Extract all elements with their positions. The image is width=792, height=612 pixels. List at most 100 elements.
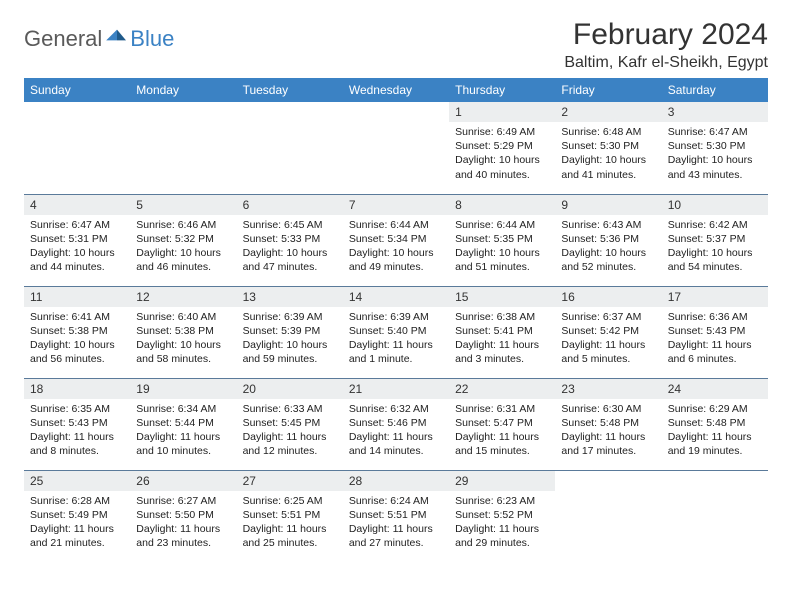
calendar-page: General Blue February 2024 Baltim, Kafr …: [0, 0, 792, 580]
sunrise-line: Sunrise: 6:28 AM: [30, 494, 124, 508]
day-cell: 27Sunrise: 6:25 AMSunset: 5:51 PMDayligh…: [237, 470, 343, 562]
day-details: Sunrise: 6:29 AMSunset: 5:48 PMDaylight:…: [662, 399, 768, 465]
day-cell: 6Sunrise: 6:45 AMSunset: 5:33 PMDaylight…: [237, 194, 343, 286]
sunrise-line: Sunrise: 6:36 AM: [668, 310, 762, 324]
sunrise-label: Sunrise:: [561, 126, 602, 138]
sunset-value: 5:46 PM: [387, 417, 426, 429]
day-number: 21: [343, 379, 449, 399]
day-number: 14: [343, 287, 449, 307]
sunrise-line: Sunrise: 6:35 AM: [30, 402, 124, 416]
week-row: 1Sunrise: 6:49 AMSunset: 5:29 PMDaylight…: [24, 102, 768, 194]
sunset-value: 5:43 PM: [69, 417, 108, 429]
sunrise-value: 6:40 AM: [178, 311, 217, 323]
sunset-value: 5:41 PM: [494, 325, 533, 337]
day-number: 28: [343, 471, 449, 491]
day-details: Sunrise: 6:35 AMSunset: 5:43 PMDaylight:…: [24, 399, 130, 465]
sunrise-line: Sunrise: 6:31 AM: [455, 402, 549, 416]
sunset-label: Sunset:: [561, 140, 600, 152]
daylight-line: Daylight: 10 hours and 41 minutes.: [561, 153, 655, 181]
daylight-label: Daylight:: [455, 431, 499, 443]
day-details: Sunrise: 6:40 AMSunset: 5:38 PMDaylight:…: [130, 307, 236, 373]
daylight-line: Daylight: 10 hours and 40 minutes.: [455, 153, 549, 181]
sunrise-label: Sunrise:: [668, 403, 709, 415]
day-cell: 12Sunrise: 6:40 AMSunset: 5:38 PMDayligh…: [130, 286, 236, 378]
sunset-line: Sunset: 5:46 PM: [349, 416, 443, 430]
sunrise-line: Sunrise: 6:32 AM: [349, 402, 443, 416]
day-details: Sunrise: 6:49 AMSunset: 5:29 PMDaylight:…: [449, 122, 555, 188]
sunrise-value: 6:47 AM: [709, 126, 748, 138]
brand-part2: Blue: [130, 26, 174, 52]
sunset-label: Sunset:: [136, 417, 175, 429]
sunrise-line: Sunrise: 6:39 AM: [349, 310, 443, 324]
sunrise-line: Sunrise: 6:48 AM: [561, 125, 655, 139]
sunset-label: Sunset:: [561, 325, 600, 337]
brand-mark-icon: [106, 26, 128, 44]
sunset-line: Sunset: 5:38 PM: [136, 324, 230, 338]
day-number: 27: [237, 471, 343, 491]
sunset-line: Sunset: 5:31 PM: [30, 232, 124, 246]
day-number: 11: [24, 287, 130, 307]
sunrise-line: Sunrise: 6:29 AM: [668, 402, 762, 416]
location-text: Baltim, Kafr el-Sheikh, Egypt: [564, 54, 768, 72]
daylight-label: Daylight:: [561, 339, 605, 351]
day-details: Sunrise: 6:41 AMSunset: 5:38 PMDaylight:…: [24, 307, 130, 373]
sunset-value: 5:50 PM: [175, 509, 214, 521]
daylight-label: Daylight:: [668, 339, 712, 351]
sunrise-value: 6:38 AM: [497, 311, 536, 323]
daylight-line: Daylight: 11 hours and 23 minutes.: [136, 522, 230, 550]
week-row: 4Sunrise: 6:47 AMSunset: 5:31 PMDaylight…: [24, 194, 768, 286]
sunset-label: Sunset:: [30, 509, 69, 521]
day-cell: 4Sunrise: 6:47 AMSunset: 5:31 PMDaylight…: [24, 194, 130, 286]
sunset-label: Sunset:: [455, 325, 494, 337]
day-cell: 22Sunrise: 6:31 AMSunset: 5:47 PMDayligh…: [449, 378, 555, 470]
calendar-table: SundayMondayTuesdayWednesdayThursdayFrid…: [24, 78, 768, 562]
sunrise-label: Sunrise:: [455, 403, 496, 415]
daylight-line: Daylight: 10 hours and 58 minutes.: [136, 338, 230, 366]
sunset-label: Sunset:: [30, 233, 69, 245]
day-number: 2: [555, 102, 661, 122]
day-number: 3: [662, 102, 768, 122]
empty-day-cell: [24, 102, 130, 194]
sunset-value: 5:36 PM: [600, 233, 639, 245]
daylight-line: Daylight: 11 hours and 27 minutes.: [349, 522, 443, 550]
sunset-label: Sunset:: [136, 325, 175, 337]
daylight-label: Daylight:: [243, 247, 287, 259]
sunset-line: Sunset: 5:48 PM: [561, 416, 655, 430]
sunrise-line: Sunrise: 6:49 AM: [455, 125, 549, 139]
day-cell: 21Sunrise: 6:32 AMSunset: 5:46 PMDayligh…: [343, 378, 449, 470]
brand-logo: General Blue: [24, 18, 174, 52]
day-number: 29: [449, 471, 555, 491]
daylight-line: Daylight: 10 hours and 44 minutes.: [30, 246, 124, 274]
week-row: 18Sunrise: 6:35 AMSunset: 5:43 PMDayligh…: [24, 378, 768, 470]
day-cell: 1Sunrise: 6:49 AMSunset: 5:29 PMDaylight…: [449, 102, 555, 194]
sunset-line: Sunset: 5:30 PM: [668, 139, 762, 153]
daylight-label: Daylight:: [243, 523, 287, 535]
sunrise-value: 6:46 AM: [178, 219, 217, 231]
sunset-line: Sunset: 5:29 PM: [455, 139, 549, 153]
sunset-line: Sunset: 5:30 PM: [561, 139, 655, 153]
day-number: 12: [130, 287, 236, 307]
day-details: Sunrise: 6:44 AMSunset: 5:35 PMDaylight:…: [449, 215, 555, 281]
sunrise-value: 6:35 AM: [71, 403, 110, 415]
sunrise-line: Sunrise: 6:44 AM: [455, 218, 549, 232]
day-cell: 16Sunrise: 6:37 AMSunset: 5:42 PMDayligh…: [555, 286, 661, 378]
sunset-value: 5:37 PM: [706, 233, 745, 245]
sunset-label: Sunset:: [349, 509, 388, 521]
day-number: 24: [662, 379, 768, 399]
sunset-line: Sunset: 5:47 PM: [455, 416, 549, 430]
sunrise-value: 6:45 AM: [284, 219, 323, 231]
day-number: 23: [555, 379, 661, 399]
sunrise-line: Sunrise: 6:40 AM: [136, 310, 230, 324]
sunset-line: Sunset: 5:45 PM: [243, 416, 337, 430]
sunrise-value: 6:48 AM: [603, 126, 642, 138]
sunset-line: Sunset: 5:39 PM: [243, 324, 337, 338]
sunrise-line: Sunrise: 6:34 AM: [136, 402, 230, 416]
sunset-label: Sunset:: [243, 233, 282, 245]
day-number: 13: [237, 287, 343, 307]
sunrise-label: Sunrise:: [136, 403, 177, 415]
daylight-line: Daylight: 10 hours and 52 minutes.: [561, 246, 655, 274]
sunset-line: Sunset: 5:43 PM: [30, 416, 124, 430]
sunrise-line: Sunrise: 6:25 AM: [243, 494, 337, 508]
sunset-value: 5:30 PM: [600, 140, 639, 152]
day-number: 20: [237, 379, 343, 399]
